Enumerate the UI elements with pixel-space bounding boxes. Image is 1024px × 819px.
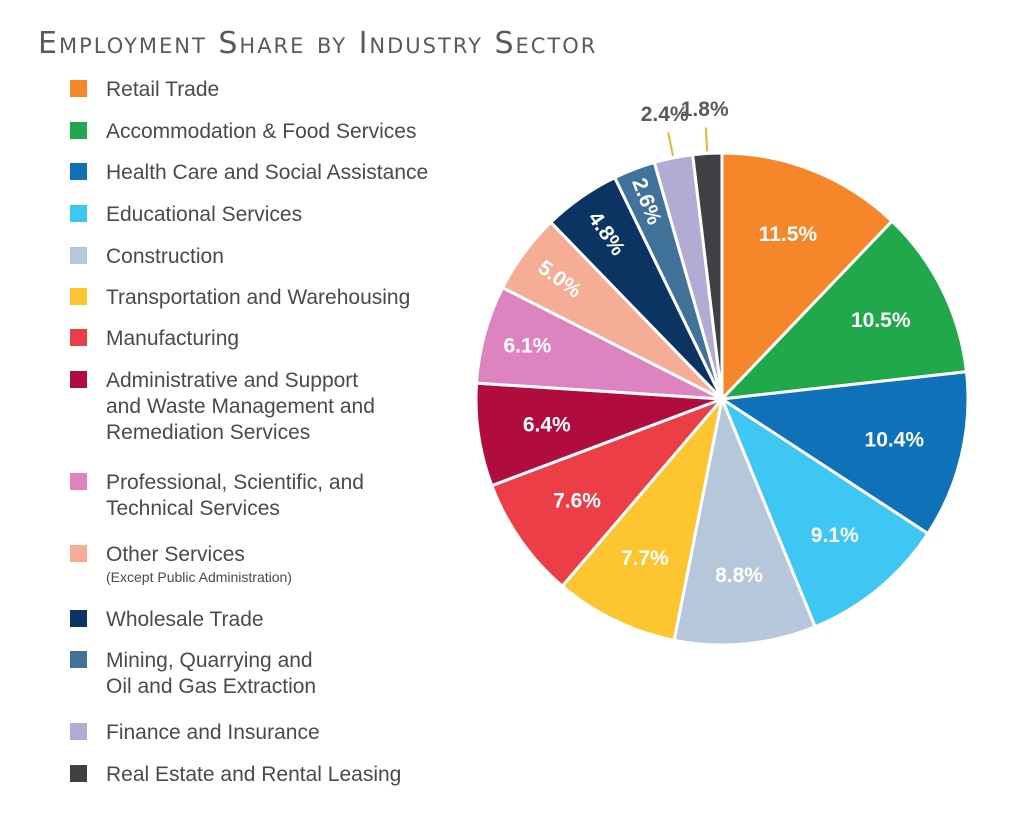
legend-label: Accommodation & Food Services — [106, 120, 417, 143]
legend-swatch — [70, 163, 87, 180]
pie-slice — [560, 393, 725, 643]
pie-slice — [717, 370, 970, 536]
legend-label: Retail Trade — [106, 78, 220, 101]
pie-slice — [691, 151, 724, 400]
legend-label: Finance and Insurance — [106, 721, 320, 744]
legend-item: Wholesale Trade — [70, 607, 264, 633]
pie-slice — [720, 151, 895, 403]
legend-swatch — [70, 80, 87, 97]
legend-swatch — [70, 473, 87, 490]
slice-label: 6.4% — [523, 414, 571, 437]
legend-item: Accommodation & Food Services — [70, 119, 416, 145]
legend-label: Administrative and Support and Waste Man… — [106, 369, 375, 444]
legend-item: Retail Trade — [70, 77, 219, 103]
slice-label: 9.1% — [811, 524, 859, 547]
legend-swatch — [70, 247, 87, 264]
legend-swatch — [70, 122, 87, 139]
legend-item: Administrative and Support and Waste Man… — [70, 368, 375, 446]
legend-item: Real Estate and Rental Leasing — [70, 762, 401, 788]
legend-note: (Except Public Administration) — [106, 569, 292, 585]
slice-label: 7.6% — [553, 489, 601, 512]
leader-line — [704, 127, 709, 152]
pie-slice — [489, 397, 724, 589]
slice-label: 8.8% — [715, 564, 763, 587]
pie-slice — [718, 395, 930, 629]
legend-swatch — [70, 288, 87, 305]
slice-label: 11.5% — [759, 223, 818, 246]
legend-item: Educational Services — [70, 202, 302, 228]
legend-label: Real Estate and Rental Leasing — [106, 763, 402, 786]
legend-label: Manufacturing — [106, 327, 240, 350]
slice-label: 10.4% — [865, 429, 925, 452]
legend-item: Mining, Quarrying and Oil and Gas Extrac… — [70, 648, 316, 700]
chart-title: Employment Share by Industry Sector — [38, 26, 598, 61]
legend-item: Construction — [70, 244, 224, 270]
legend-swatch — [70, 371, 87, 388]
slice-label: 1.8% — [681, 98, 729, 121]
legend-swatch — [70, 651, 87, 668]
legend-swatch — [70, 765, 87, 782]
slice-label: 6.1% — [503, 334, 551, 357]
pie-slice — [672, 393, 818, 647]
legend-label: Mining, Quarrying and Oil and Gas Extrac… — [106, 649, 317, 698]
pie-slice — [718, 219, 969, 401]
legend-item: Professional, Scientific, and Technical … — [70, 470, 364, 522]
legend-swatch — [70, 723, 87, 740]
legend-label: Other Services (Except Public Administrat… — [106, 543, 292, 585]
legend-item: Other Services (Except Public Administrat… — [70, 542, 292, 586]
slice-label: 7.7% — [621, 547, 669, 570]
legend-label: Professional, Scientific, and Technical … — [106, 471, 364, 520]
slice-label: 10.5% — [851, 309, 911, 332]
legend-label: Educational Services — [106, 203, 303, 226]
legend-swatch — [70, 610, 87, 627]
slice-label: 2.4% — [641, 103, 689, 126]
legend-label: Construction — [106, 245, 224, 268]
legend-label: Health Care and Social Assistance — [106, 161, 429, 184]
legend-label: Transportation and Warehousing — [106, 286, 411, 309]
leader-line — [667, 132, 674, 157]
legend-swatch — [70, 205, 87, 222]
legend-swatch — [70, 545, 87, 562]
legend-label: Wholesale Trade — [106, 608, 264, 631]
legend-swatch — [70, 329, 87, 346]
legend-item: Finance and Insurance — [70, 720, 320, 746]
legend-item: Transportation and Warehousing — [70, 285, 410, 311]
legend-item: Health Care and Social Assistance — [70, 160, 428, 186]
legend-item: Manufacturing — [70, 326, 239, 352]
